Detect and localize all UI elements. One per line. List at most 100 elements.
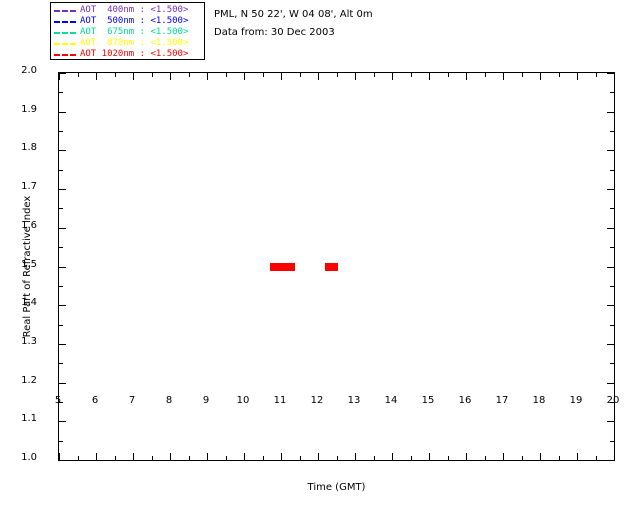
y-axis-minor-tick [610,324,614,326]
x-axis-minor-tick [188,456,190,460]
y-axis-tick-label: 1.6 [21,219,37,231]
x-axis-minor-tick [262,73,264,77]
x-axis-tick-label: 16 [458,395,472,406]
y-axis-tick [59,73,66,74]
x-axis-tick [281,453,282,460]
y-axis-tick [59,189,66,191]
y-axis-tick [607,421,614,423]
x-axis-minor-tick [299,456,301,460]
x-axis-tick [59,73,60,80]
x-axis-minor-tick [262,456,264,460]
y-axis-tick [607,343,614,345]
x-axis-minor-tick [77,456,79,460]
x-axis-tick-label: 8 [165,395,173,406]
data-point-marker-outer [330,262,339,271]
x-axis-minor-tick [447,73,449,77]
x-axis-tick-label: 15 [421,395,435,406]
data-date-line: Data from: 30 Dec 2003 [214,27,335,38]
x-axis-tick [355,73,356,80]
y-axis-tick [607,189,614,191]
x-axis-tick [170,453,171,460]
y-axis-tick-label: 2.0 [21,65,37,76]
legend-line-swatch-1020nm [54,53,76,56]
y-axis-tick-label: 1.4 [21,297,37,309]
x-axis-tick [577,453,578,460]
x-axis-tick [540,73,541,80]
x-axis-tick-label: 14 [384,395,398,406]
x-axis-tick-label: 12 [310,395,324,406]
x-axis-minor-tick [225,456,227,460]
y-axis-minor-tick [59,440,63,442]
x-axis-tick [133,73,134,80]
y-axis-minor-tick [610,92,614,94]
x-axis-tick-label: 10 [236,395,250,406]
x-axis-minor-tick [114,456,116,460]
x-axis-tick [281,73,282,80]
x-axis-tick [318,453,319,460]
x-axis-tick [133,453,134,460]
y-axis-minor-tick [59,285,63,287]
y-axis-tick-label: 1.2 [21,374,37,386]
data-point-marker-outer [270,262,279,271]
y-axis-tick [607,150,614,152]
x-axis-tick-label: 17 [495,395,509,406]
x-axis-minor-tick [373,456,375,460]
x-axis-tick [96,73,97,80]
x-axis-tick [244,453,245,460]
x-axis-tick [207,73,208,80]
x-axis-minor-tick [484,456,486,460]
legend-label-500nm: AOT 500nm : <1.500> [80,16,189,26]
plot-frame [58,72,615,461]
x-axis-minor-tick [336,73,338,77]
legend-label-1020nm: AOT 1020nm : <1.500> [80,49,189,59]
y-axis-tick [607,382,614,384]
legend-label-870nm: AOT 870nm : <1.500> [80,38,189,48]
y-axis-tick [59,305,66,307]
y-axis-tick [59,227,66,229]
x-axis-minor-tick [336,456,338,460]
y-axis-minor-tick [59,92,63,94]
plot-area [59,73,615,461]
x-axis-tick [244,73,245,80]
x-axis-tick [503,73,504,80]
y-axis-tick-label: 1.5 [21,258,37,270]
x-axis-minor-tick [410,73,412,77]
legend-item: AOT 870nm : <1.500> [54,38,204,49]
data-point-marker-outer [286,262,295,271]
x-axis-tick [540,453,541,460]
x-axis-minor-tick [484,73,486,77]
x-axis-tick-label: 19 [569,395,583,406]
legend-line-swatch-400nm [54,9,76,12]
x-axis-tick [207,453,208,460]
x-axis-tick-label: 20 [606,395,620,406]
legend-label-400nm: AOT 400nm : <1.500> [80,5,189,15]
legend-item: AOT 500nm : <1.500> [54,16,204,27]
y-axis-tick [607,73,614,74]
x-axis-minor-tick [114,73,116,77]
x-axis-minor-tick [188,73,190,77]
x-axis-tick [392,73,393,80]
y-axis-tick [607,460,614,461]
x-axis-tick [503,453,504,460]
legend-line-swatch-870nm [54,42,76,45]
y-axis-minor-tick [610,401,614,403]
x-axis-title: Time (GMT) [307,482,366,493]
x-axis-tick [355,453,356,460]
x-axis-tick [466,453,467,460]
y-axis-minor-tick [610,247,614,249]
y-axis-tick [607,111,614,113]
y-axis-tick-label: 1.7 [21,181,37,193]
x-axis-minor-tick [558,456,560,460]
x-axis-tick [96,453,97,460]
legend-item: AOT 400nm : <1.500> [54,5,204,16]
x-axis-tick [429,453,430,460]
x-axis-minor-tick [447,456,449,460]
legend-line-swatch-500nm [54,20,76,23]
x-axis-minor-tick [595,73,597,77]
header-annotation: PML, N 50 22', W 04 08', Alt 0m Data fro… [214,6,373,42]
y-axis-tick [59,421,66,423]
x-axis-tick [429,73,430,80]
y-axis-tick-label: 1.1 [21,413,37,425]
y-axis-minor-tick [610,169,614,171]
x-axis-tick-label: 6 [91,395,99,406]
